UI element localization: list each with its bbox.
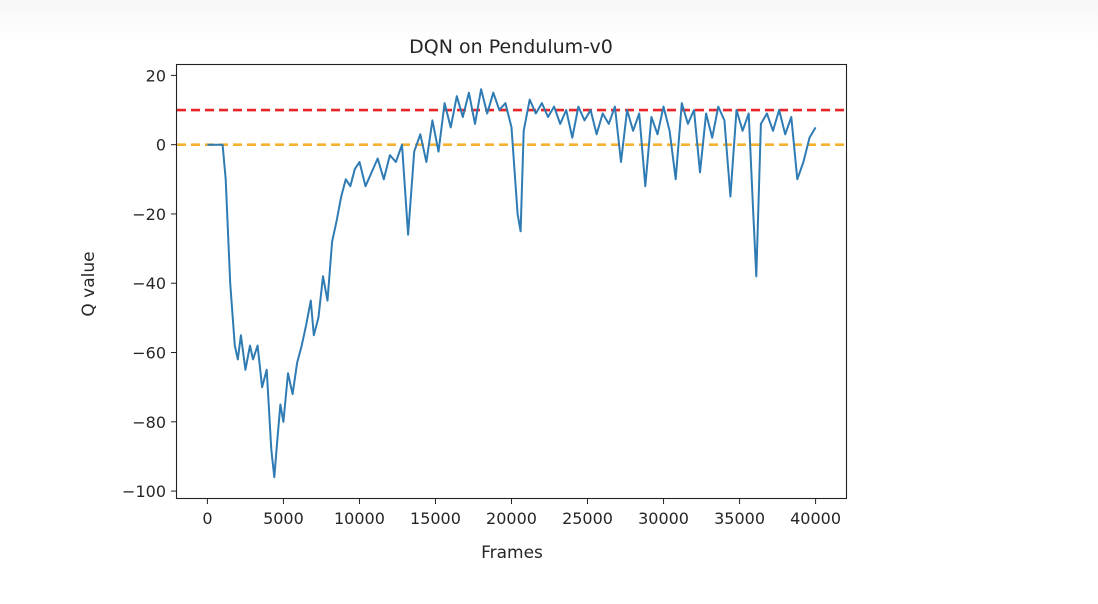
y-tick-label: −40 [132, 274, 166, 293]
x-tick-label: 25000 [562, 509, 613, 528]
y-tick-label: 20 [146, 66, 166, 85]
y-axis-label: Q value [79, 251, 99, 316]
plot-area [177, 88, 846, 479]
y-tick-label: −60 [132, 344, 166, 363]
y-tick-label: −80 [132, 413, 166, 432]
y-axis: 20 0 −20 −40 −60 −80 −100 [122, 66, 177, 501]
x-tick-label: 0 [202, 509, 212, 528]
x-axis-label: Frames [481, 543, 543, 563]
toolbar-strip [0, 0, 1098, 44]
y-tick-label: −20 [132, 205, 166, 224]
x-tick-label: 5000 [263, 509, 304, 528]
series-line-0 [207, 88, 817, 479]
y-tick-label: 0 [156, 136, 166, 155]
x-tick-label: 20000 [486, 509, 537, 528]
x-tick-label: 10000 [334, 509, 385, 528]
x-tick-label: 35000 [714, 509, 765, 528]
x-axis: 0 5000 10000 15000 20000 25000 30000 35000 40000 [202, 498, 841, 528]
chart-title: DQN on Pendulum-v0 [409, 36, 613, 58]
x-tick-label: 30000 [638, 509, 689, 528]
x-tick-label: 40000 [790, 509, 841, 528]
x-tick-label: 15000 [410, 509, 461, 528]
y-tick-label: −100 [122, 482, 166, 501]
